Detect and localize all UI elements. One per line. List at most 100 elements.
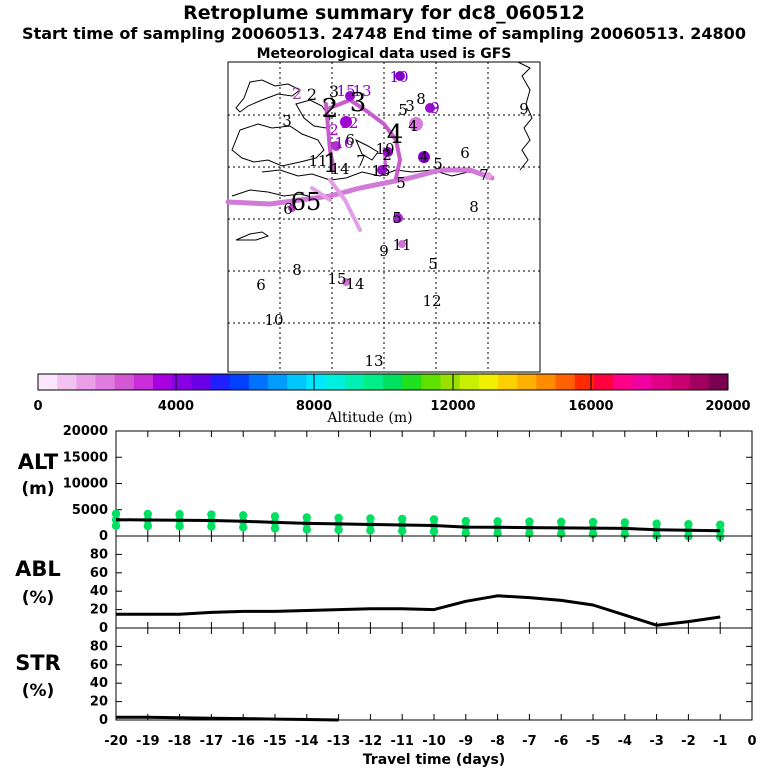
colorbar-cell (363, 374, 384, 390)
x-tick-label: -13 (327, 734, 351, 749)
alt-point (716, 520, 725, 529)
colorbar-cell (517, 374, 537, 390)
colorbar-cell (95, 374, 116, 390)
map-label: 11 (308, 152, 327, 170)
map-label: 4 (387, 120, 404, 150)
map-label: 4 (408, 117, 418, 135)
colorbar-cell (574, 374, 595, 390)
panel-unit-label: (%) (22, 588, 55, 608)
plume-dots (288, 71, 492, 286)
y-tick-label: 20000 (63, 424, 108, 439)
alt-point (429, 527, 439, 536)
colorbar-cell (440, 374, 461, 390)
map-label: 5 (428, 255, 438, 273)
map-label: 16 (334, 134, 353, 152)
colorbar-cell (478, 374, 499, 390)
map-label: 2 (307, 85, 317, 104)
map-label: 2 (329, 121, 339, 139)
colorbar-cell (536, 374, 556, 390)
y-tick-label: 40 (90, 676, 108, 691)
colorbar-cell (287, 374, 307, 390)
map-label: 3 (282, 112, 292, 130)
map-label: 12 (339, 114, 358, 132)
met-data-note: Meteorological data used is GFS (256, 46, 512, 62)
alt-point (366, 526, 375, 535)
alt-point (143, 509, 152, 519)
alt-point (429, 515, 439, 524)
x-tick-label: -1 (713, 734, 727, 749)
map-grid (228, 62, 540, 372)
x-tick-label: -6 (554, 734, 568, 749)
sampling-times: Start time of sampling 20060513. 24748 E… (22, 24, 746, 43)
colorbar-cell (76, 374, 96, 390)
alt-point (334, 513, 343, 523)
map-label: 2 (382, 146, 392, 164)
colorbar-cell (57, 374, 77, 390)
map-label: 65 (291, 188, 322, 216)
map-label: 15 (327, 270, 346, 288)
alt-point (239, 523, 248, 532)
alt-point (207, 510, 216, 519)
alt-point (684, 520, 693, 529)
x-tick-label: -15 (263, 734, 287, 749)
map-label: 3 (405, 97, 415, 115)
alt-point (588, 517, 598, 527)
map-label: 9 (379, 242, 389, 260)
alt-point (175, 510, 184, 519)
map-label: 13 (352, 82, 371, 100)
series-line (116, 594, 721, 627)
x-tick-label: -5 (586, 734, 600, 749)
y-tick-label: 20 (90, 695, 108, 710)
colorbar-tick-label: 4000 (158, 399, 194, 414)
map-label: 9 (430, 99, 440, 117)
y-tick-label: 10000 (63, 477, 108, 492)
map-label: 6 (283, 200, 293, 218)
alt-point (334, 525, 343, 535)
y-tick-label: 80 (90, 547, 108, 562)
y-tick-label: 80 (90, 639, 108, 654)
map-label: 12 (422, 292, 441, 310)
map-label: 15 (336, 82, 355, 100)
map-label: 14 (345, 275, 364, 293)
map-label: 8 (292, 261, 302, 279)
map-label: 15 (371, 162, 390, 180)
x-tick-label: -10 (422, 734, 446, 749)
colorbar-cell (248, 374, 269, 390)
map-label: 2 (292, 84, 302, 103)
alt-point (652, 519, 661, 528)
x-tick-label: -18 (168, 734, 192, 749)
map-label: 8 (469, 198, 479, 216)
map-label: 3 (350, 88, 367, 118)
colorbar-cell (38, 374, 58, 390)
panel-side-label: ALT (18, 450, 59, 474)
colorbar-cell (268, 374, 288, 390)
panel-unit-label: (%) (22, 681, 55, 701)
x-axis-label: Travel time (days) (363, 752, 505, 768)
colorbar-cell (172, 374, 192, 390)
colorbar-cell (325, 374, 346, 390)
alt-point (175, 522, 184, 531)
map-label: 5 (392, 209, 402, 227)
map-label: 10 (389, 68, 408, 86)
y-tick-label: 15000 (63, 450, 108, 465)
y-tick-label: 40 (90, 584, 108, 599)
map-label: 10 (375, 140, 394, 158)
colorbar: 0 4000 8000 12000 16000 20000 Altitude (m) (33, 373, 751, 426)
colorbar-cell (613, 374, 633, 390)
panel-frame (115, 627, 753, 721)
colorbar-cell (421, 374, 441, 390)
colorbar-cell (651, 374, 671, 390)
colorbar-label: Altitude (m) (326, 410, 412, 426)
alt-point (366, 514, 375, 523)
colorbar-cell (210, 374, 231, 390)
map-label: 14 (330, 160, 349, 178)
panel-abl: 80 60 40 20 0 ABL (%) (15, 535, 753, 636)
colorbar-cell (593, 374, 614, 390)
series-line (115, 518, 721, 533)
alt-point (207, 522, 216, 531)
x-tick-label: -3 (649, 734, 663, 749)
map-label: 6 (460, 144, 470, 162)
y-tick-label: 60 (90, 566, 108, 581)
colorbar-cell (344, 374, 365, 390)
